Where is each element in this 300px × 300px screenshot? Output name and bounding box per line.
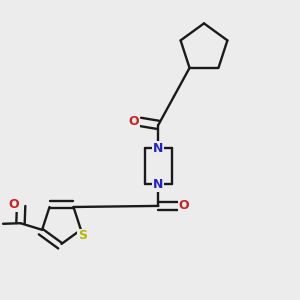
- Text: N: N: [153, 178, 164, 191]
- Text: O: O: [178, 200, 189, 212]
- Text: O: O: [128, 115, 139, 128]
- Text: S: S: [78, 229, 87, 242]
- Text: O: O: [8, 198, 19, 211]
- Text: N: N: [153, 142, 164, 155]
